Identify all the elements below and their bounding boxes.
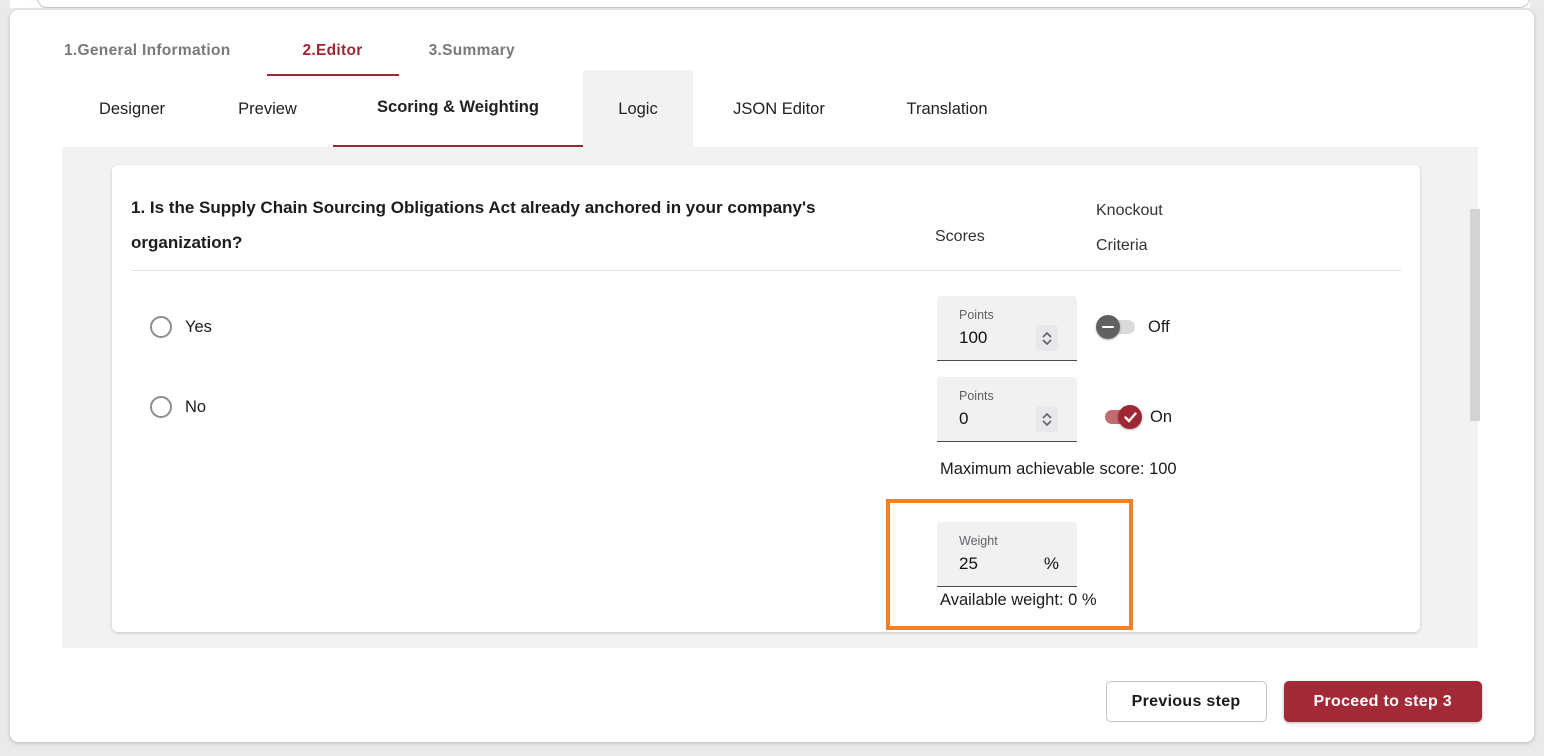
points-input-yes[interactable]: Points 100	[937, 296, 1077, 361]
weight-input[interactable]: Weight 25 %	[937, 522, 1077, 587]
toggle-thumb-check-icon	[1118, 405, 1142, 429]
step-nav: 1.General Information 2.Editor 3.Summary	[64, 40, 545, 76]
knockout-state-yes: Off	[1148, 318, 1170, 336]
scores-column-header: Scores	[935, 228, 985, 245]
tab-designer[interactable]: Designer	[98, 99, 166, 118]
chevron-up-icon	[1042, 331, 1052, 338]
weight-input-value: 25	[959, 554, 978, 573]
points-input-yes-label: Points	[959, 308, 994, 322]
knockout-column-header: Knockout Criteria	[1096, 202, 1163, 254]
toggle-thumb-minus-icon	[1096, 315, 1120, 339]
tab-scoring-weighting[interactable]: Scoring & Weighting	[333, 70, 583, 148]
points-input-yes-value: 100	[959, 328, 988, 347]
proceed-step-button[interactable]: Proceed to step 3	[1283, 681, 1482, 722]
tab-logic[interactable]: Logic	[583, 70, 693, 148]
points-stepper-no[interactable]	[1036, 406, 1058, 432]
wizard-footer: Previous step Proceed to step 3	[1105, 681, 1482, 722]
step-general-information[interactable]: 1.General Information	[64, 42, 231, 59]
tab-json-editor[interactable]: JSON Editor	[733, 99, 825, 118]
radio-option-no[interactable]	[150, 396, 172, 418]
previous-card-edge	[37, 0, 1530, 8]
weight-unit-suffix: %	[1043, 554, 1059, 573]
scoring-panel: 1. Is the Supply Chain Sourcing Obligati…	[62, 147, 1480, 648]
step-summary[interactable]: 3.Summary	[428, 42, 515, 59]
option-yes-label: Yes	[185, 318, 212, 336]
points-stepper-yes[interactable]	[1036, 325, 1058, 351]
option-no-label: No	[185, 398, 207, 416]
available-weight-text: Available weight: 0 %	[940, 591, 1097, 609]
max-score-text: Maximum achievable score: 100	[940, 460, 1177, 478]
chevron-up-icon	[1042, 412, 1052, 419]
step-editor[interactable]: 2.Editor	[266, 40, 399, 76]
points-input-no[interactable]: Points 0	[937, 377, 1077, 442]
editor-tab-bar: Designer Preview Scoring & Weighting Log…	[62, 70, 1029, 148]
question-divider	[131, 270, 1401, 271]
panel-scrollbar-thumb[interactable]	[1470, 209, 1480, 421]
weight-input-label: Weight	[959, 534, 998, 548]
tab-translation[interactable]: Translation	[906, 99, 988, 118]
wizard-card: 1.General Information 2.Editor 3.Summary…	[10, 10, 1534, 742]
knockout-state-no: On	[1150, 408, 1173, 426]
question-title: 1. Is the Supply Chain Sourcing Obligati…	[131, 198, 816, 252]
previous-step-button[interactable]: Previous step	[1105, 681, 1267, 722]
tab-preview[interactable]: Preview	[238, 99, 297, 118]
chevron-down-icon	[1042, 419, 1052, 426]
knockout-toggle-no[interactable]	[1100, 405, 1142, 429]
points-input-no-label: Points	[959, 389, 994, 403]
knockout-toggle-yes[interactable]	[1096, 315, 1138, 339]
question-card: 1. Is the Supply Chain Sourcing Obligati…	[112, 165, 1420, 632]
points-input-no-value: 0	[959, 409, 969, 428]
radio-option-yes[interactable]	[150, 316, 172, 338]
chevron-down-icon	[1042, 338, 1052, 345]
